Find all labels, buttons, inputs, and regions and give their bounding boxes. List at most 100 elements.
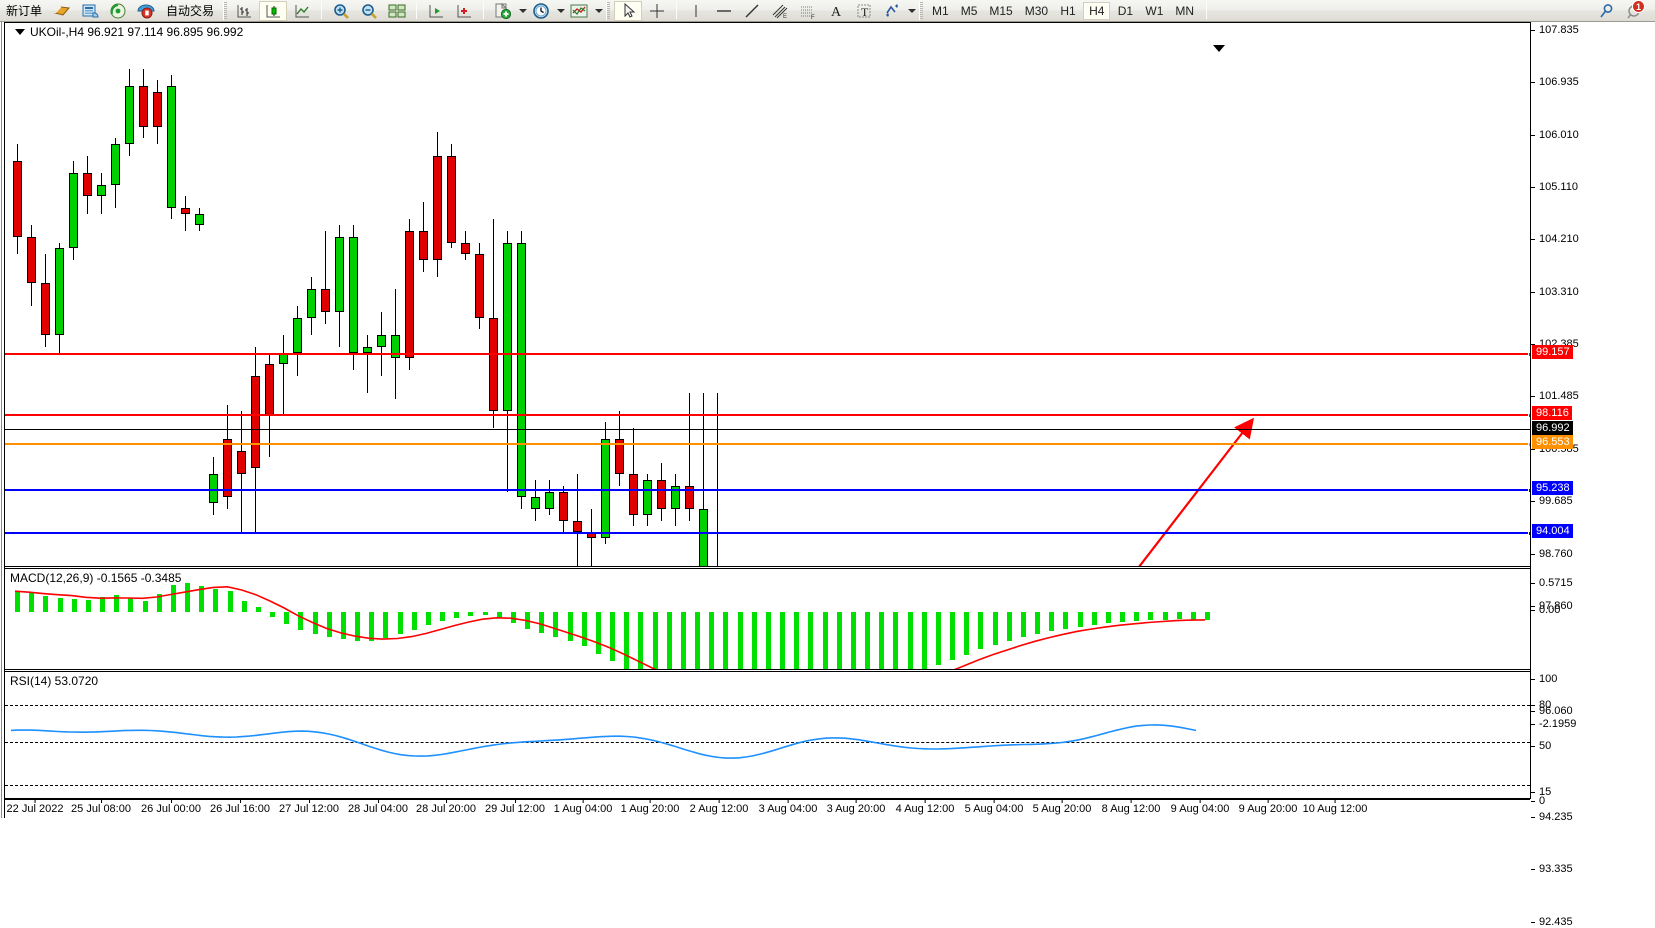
new-order-button[interactable]: 新订单 bbox=[1, 1, 47, 21]
price-level-line[interactable] bbox=[5, 488, 1530, 493]
macd-bar bbox=[156, 593, 162, 612]
vertical-line-icon[interactable] bbox=[683, 1, 709, 21]
timeframe-d1[interactable]: D1 bbox=[1117, 3, 1134, 18]
templates-icon[interactable] bbox=[566, 1, 592, 21]
price-tick: 105.110 bbox=[1531, 181, 1578, 193]
timeframe-h4[interactable]: H4 bbox=[1083, 1, 1111, 20]
trendline-icon[interactable] bbox=[739, 1, 765, 21]
chevron-down-icon[interactable] bbox=[519, 8, 528, 13]
price-tick: 107.835 bbox=[1531, 24, 1579, 36]
price-tick: 93.335 bbox=[1531, 863, 1573, 875]
chart-scroll-caret-icon[interactable] bbox=[1213, 45, 1225, 52]
new-order-label: 新订单 bbox=[6, 4, 43, 18]
price-level-handle[interactable] bbox=[1528, 488, 1530, 493]
candle-body bbox=[363, 346, 372, 353]
price-level-label[interactable]: 94.004 bbox=[1532, 524, 1573, 538]
macd-bar bbox=[100, 597, 105, 612]
timeframe-mn[interactable]: MN bbox=[1175, 3, 1195, 18]
price-level-label[interactable]: 98.116 bbox=[1532, 406, 1572, 420]
collapse-caret-icon[interactable] bbox=[15, 29, 25, 35]
bar-chart-icon[interactable] bbox=[231, 1, 257, 21]
macd-pane[interactable]: MACD(12,26,9) -0.1565 -0.3485 bbox=[5, 568, 1530, 670]
chart-container[interactable]: UKOil-,H4 96.921 97.114 96.895 96.992 MA… bbox=[0, 22, 1655, 928]
macd-bar bbox=[298, 612, 304, 631]
rsi-level-line bbox=[5, 784, 1530, 786]
expert-advisors-icon[interactable] bbox=[49, 1, 75, 21]
text-icon[interactable]: A bbox=[823, 1, 849, 21]
macd-bar bbox=[1091, 612, 1097, 625]
crosshair-icon[interactable] bbox=[644, 1, 670, 21]
toolbar-separator bbox=[606, 1, 611, 20]
text-label-icon[interactable]: T bbox=[851, 1, 877, 21]
price-level-label[interactable]: 96.553 bbox=[1532, 435, 1573, 449]
price-level-label[interactable]: 99.157 bbox=[1532, 345, 1573, 359]
candle-wick bbox=[689, 393, 690, 521]
data-window-icon[interactable] bbox=[105, 1, 131, 21]
chevron-down-icon[interactable] bbox=[908, 8, 917, 13]
timeframe-m15[interactable]: M15 bbox=[989, 3, 1013, 18]
notifications-icon[interactable]: 1 bbox=[1622, 0, 1648, 21]
candle bbox=[321, 23, 330, 566]
price-tick: 106.010 bbox=[1531, 129, 1579, 141]
macd-bar bbox=[170, 584, 176, 612]
tile-windows-icon[interactable] bbox=[384, 1, 410, 21]
rsi-tick: 80 bbox=[1531, 699, 1551, 711]
price-level-handle[interactable] bbox=[1528, 352, 1530, 357]
toolbar-separator bbox=[416, 2, 418, 19]
candle bbox=[13, 23, 22, 566]
periods-icon[interactable] bbox=[528, 1, 554, 21]
price-level-line[interactable] bbox=[5, 442, 1530, 447]
zoom-in-icon[interactable] bbox=[328, 1, 354, 21]
candle bbox=[167, 23, 176, 566]
price-level-label[interactable]: 95.238 bbox=[1532, 481, 1573, 495]
time-tick: 22 Jul 2022 bbox=[6, 799, 64, 815]
line-chart-icon[interactable] bbox=[289, 1, 315, 21]
shapes-icon[interactable] bbox=[879, 1, 905, 21]
indicators-icon[interactable] bbox=[490, 1, 516, 21]
candle-body bbox=[699, 508, 708, 566]
macd-bar bbox=[539, 612, 545, 633]
price-level-line[interactable] bbox=[5, 413, 1530, 418]
time-tick: 29 Jul 12:00 bbox=[485, 799, 545, 815]
autotrading-icon[interactable] bbox=[133, 1, 159, 21]
timeframe-m5[interactable]: M5 bbox=[960, 3, 978, 18]
chevron-down-icon[interactable] bbox=[557, 8, 566, 13]
zoom-out-icon[interactable] bbox=[356, 1, 382, 21]
price-pane[interactable]: UKOil-,H4 96.921 97.114 96.895 96.992 bbox=[5, 22, 1530, 567]
price-level-line[interactable] bbox=[5, 352, 1530, 357]
fibonacci-icon[interactable]: F bbox=[795, 1, 821, 21]
price-level-label[interactable]: 96.992 bbox=[1532, 421, 1573, 435]
autotrading-button[interactable]: 自动交易 bbox=[161, 1, 219, 21]
timeframe-w1[interactable]: W1 bbox=[1145, 3, 1164, 18]
market-watch-icon[interactable] bbox=[77, 1, 103, 21]
search-icon[interactable] bbox=[1594, 1, 1620, 21]
time-tick: 8 Aug 12:00 bbox=[1101, 799, 1161, 815]
candle bbox=[1063, 23, 1072, 566]
price-level-handle[interactable] bbox=[1528, 531, 1530, 536]
price-tick: 104.210 bbox=[1531, 233, 1579, 245]
price-level-line[interactable] bbox=[5, 531, 1530, 536]
macd-bar bbox=[992, 612, 998, 646]
timeframe-m1[interactable]: M1 bbox=[932, 3, 949, 18]
time-tick: 9 Aug 04:00 bbox=[1170, 799, 1230, 815]
horizontal-line-icon[interactable] bbox=[711, 1, 737, 21]
candle bbox=[699, 23, 708, 566]
autoscroll-icon[interactable] bbox=[423, 1, 449, 21]
cursor-icon[interactable] bbox=[614, 0, 643, 21]
macd-bar bbox=[85, 600, 91, 612]
candle bbox=[923, 23, 932, 566]
chevron-down-icon[interactable] bbox=[595, 8, 604, 13]
price-axis[interactable]: 107.835 106.935 106.010 105.110 104.210 103.3… bbox=[1530, 22, 1655, 928]
chart-shift-icon[interactable] bbox=[451, 1, 477, 21]
macd-bar bbox=[57, 597, 63, 612]
candle-body bbox=[223, 439, 232, 498]
macd-bar bbox=[241, 600, 247, 612]
candlestick-chart-icon[interactable] bbox=[259, 0, 288, 21]
time-tick: 2 Aug 12:00 bbox=[689, 799, 749, 815]
price-level-handle[interactable] bbox=[1528, 413, 1530, 418]
timeframe-m30[interactable]: M30 bbox=[1024, 3, 1049, 18]
timeframe-h1[interactable]: H1 bbox=[1060, 3, 1076, 18]
price-level-handle[interactable] bbox=[1528, 442, 1530, 447]
equidistant-channel-icon[interactable]: E bbox=[767, 1, 793, 21]
rsi-pane[interactable]: RSI(14) 53.0720 bbox=[5, 671, 1530, 799]
